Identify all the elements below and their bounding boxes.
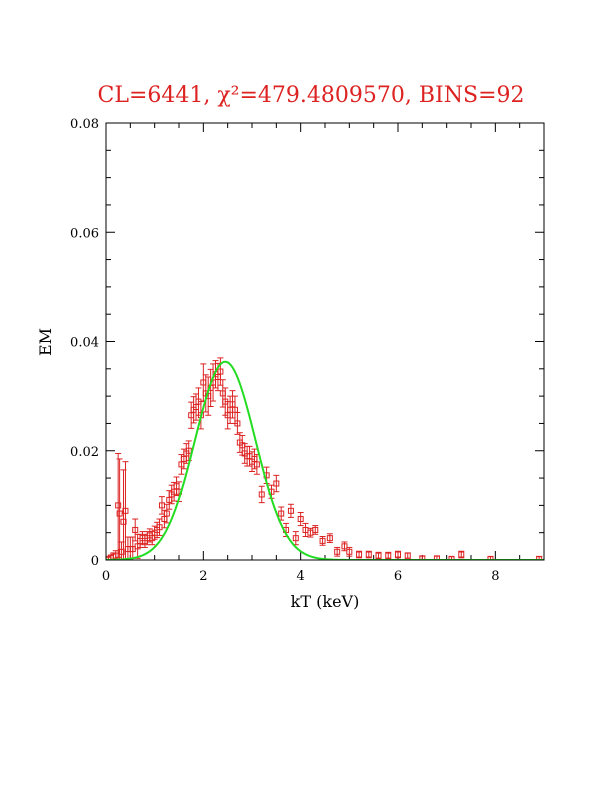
point-marker bbox=[287, 507, 294, 514]
point-marker bbox=[217, 368, 224, 375]
data-point bbox=[302, 522, 309, 538]
point-marker bbox=[341, 543, 348, 550]
y-axis-label: EM bbox=[36, 328, 55, 356]
point-marker bbox=[375, 552, 382, 559]
data-point bbox=[132, 518, 139, 542]
data-point bbox=[326, 533, 333, 544]
point-marker bbox=[536, 555, 543, 560]
data-point bbox=[448, 555, 455, 560]
data-point bbox=[115, 452, 122, 558]
point-marker bbox=[487, 555, 494, 560]
point-marker bbox=[334, 548, 341, 555]
x-tick-label: 0 bbox=[102, 569, 110, 584]
point-marker bbox=[419, 555, 426, 560]
data-point bbox=[287, 503, 294, 518]
x-tick-label: 8 bbox=[491, 569, 499, 584]
x-tick-labels: 0 2 4 6 8 bbox=[102, 569, 500, 584]
y-tick-label: 0 bbox=[91, 554, 99, 569]
data-point bbox=[458, 550, 465, 559]
x-tick-label: 2 bbox=[199, 569, 207, 584]
data-point bbox=[487, 555, 494, 560]
y-tick-label: 0.02 bbox=[70, 445, 99, 460]
data-point bbox=[341, 541, 348, 552]
point-marker bbox=[273, 480, 280, 487]
data-point bbox=[365, 550, 372, 559]
point-marker bbox=[118, 548, 125, 555]
data-point bbox=[258, 485, 265, 504]
data-point bbox=[346, 546, 353, 557]
point-marker bbox=[395, 551, 401, 558]
point-marker bbox=[156, 524, 163, 531]
data-point bbox=[395, 550, 401, 559]
data-point bbox=[122, 461, 129, 560]
point-marker bbox=[458, 551, 465, 558]
point-marker bbox=[158, 502, 165, 509]
point-marker bbox=[385, 552, 392, 559]
point-marker bbox=[253, 461, 260, 468]
x-axis-label: kT (keV) bbox=[291, 592, 360, 611]
y-tick-label: 0.08 bbox=[70, 117, 99, 132]
model-curve bbox=[106, 360, 544, 560]
data-layer bbox=[106, 357, 544, 560]
data-point bbox=[319, 536, 326, 546]
x-tick-label: 6 bbox=[394, 569, 402, 584]
data-point bbox=[536, 555, 543, 560]
point-marker bbox=[234, 420, 241, 427]
point-marker bbox=[297, 516, 304, 523]
data-point bbox=[356, 550, 363, 559]
y-tick-labels: 0 0.02 0.04 0.06 0.08 bbox=[70, 117, 99, 569]
x-tick-label: 4 bbox=[297, 569, 305, 584]
data-point bbox=[156, 518, 163, 536]
data-point bbox=[297, 511, 304, 527]
point-marker bbox=[122, 507, 129, 514]
point-marker bbox=[258, 491, 265, 498]
point-marker bbox=[115, 502, 122, 509]
point-marker bbox=[312, 526, 319, 533]
point-marker bbox=[185, 447, 192, 454]
data-point bbox=[185, 440, 192, 462]
point-marker bbox=[116, 510, 123, 517]
data-point bbox=[404, 552, 411, 559]
point-marker bbox=[356, 551, 363, 558]
data-point bbox=[273, 474, 280, 493]
data-point bbox=[334, 546, 341, 557]
plot-frame bbox=[105, 122, 545, 561]
point-marker bbox=[319, 537, 326, 544]
point-marker bbox=[365, 551, 372, 558]
point-marker bbox=[448, 555, 455, 560]
point-marker bbox=[278, 510, 285, 517]
chart-title: CL=6441, χ²=479.4809570, BINS=92 bbox=[98, 83, 525, 108]
data-point bbox=[118, 541, 125, 560]
data-point bbox=[375, 551, 382, 560]
data-point bbox=[116, 458, 123, 560]
data-point bbox=[292, 531, 299, 546]
point-marker bbox=[433, 555, 440, 560]
point-marker bbox=[292, 535, 299, 542]
y-tick-label: 0.06 bbox=[70, 226, 99, 241]
y-tick-label: 0.04 bbox=[70, 336, 99, 351]
point-marker bbox=[163, 510, 170, 517]
point-marker bbox=[404, 552, 411, 559]
point-marker bbox=[326, 535, 333, 542]
data-point bbox=[312, 525, 319, 535]
data-point bbox=[120, 469, 127, 560]
data-point bbox=[385, 551, 392, 560]
point-marker bbox=[132, 526, 139, 533]
point-marker bbox=[346, 548, 353, 555]
point-marker bbox=[120, 518, 127, 525]
